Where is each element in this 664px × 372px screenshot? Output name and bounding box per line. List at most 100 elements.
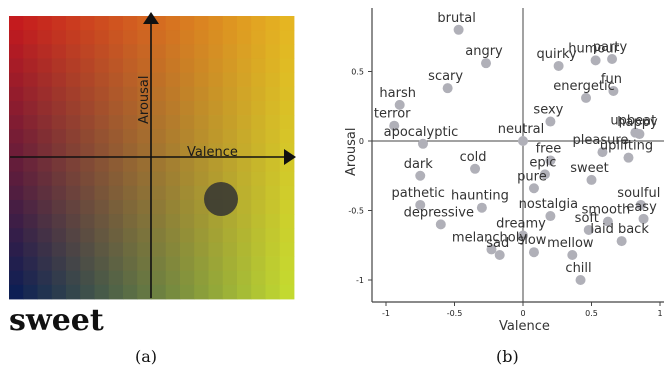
grid-cell: [151, 171, 167, 187]
grid-cell: [237, 214, 252, 229]
grid-cell: [51, 44, 67, 59]
grid-cell: [9, 185, 24, 201]
grid-cell: [108, 16, 124, 31]
grid-cell: [137, 72, 152, 88]
grid-cell: [9, 214, 24, 229]
grid-cell: [208, 100, 224, 116]
grid-cell: [237, 143, 252, 158]
grid-cell: [251, 157, 266, 173]
grid-cell: [194, 270, 209, 286]
grid-cell: [137, 100, 152, 116]
grid-cell: [94, 115, 110, 130]
data-point-label: scary: [428, 69, 463, 84]
grid-cell: [123, 199, 138, 215]
grid-cell: [237, 284, 252, 300]
data-point-label: melancholy: [452, 230, 527, 245]
grid-cell: [37, 86, 53, 102]
grid-cell: [279, 129, 295, 144]
data-point: [616, 236, 627, 247]
grid-cell: [123, 16, 138, 31]
valence-arousal-color-grid-panel: Valence Arousal sweet (a): [9, 12, 296, 366]
grid-cell: [37, 228, 53, 243]
data-point: [634, 129, 645, 140]
grid-cell: [108, 100, 124, 116]
grid-cell: [123, 30, 138, 45]
grid-cell: [222, 115, 238, 130]
grid-cell: [51, 58, 67, 73]
grid-cell: [237, 270, 252, 286]
grid-cell: [137, 185, 152, 201]
data-point: [481, 58, 492, 69]
grid-cell: [123, 214, 138, 229]
grid-cell: [151, 199, 167, 215]
data-point: [435, 219, 446, 230]
grid-cell: [279, 228, 295, 243]
grid-cell: [137, 171, 152, 187]
grid-cell: [80, 242, 95, 257]
grid-cell: [37, 214, 53, 229]
grid-cell: [208, 58, 224, 73]
grid-cell: [194, 86, 209, 102]
grid-cell: [94, 143, 110, 158]
grid-cell: [9, 228, 24, 243]
grid-cell: [265, 129, 281, 144]
grid-cell: [123, 115, 138, 130]
grid-cell: [51, 157, 67, 173]
data-point: [417, 138, 428, 149]
grid-cell: [37, 185, 53, 201]
grid-cell: [279, 284, 295, 300]
grid-cell: [137, 199, 152, 215]
grid-cell: [137, 214, 152, 229]
grid-cell: [9, 171, 24, 187]
grid-cell: [279, 199, 295, 215]
grid-cell: [37, 30, 53, 45]
grid-cell: [279, 270, 295, 286]
grid-cell: [94, 58, 110, 73]
grid-cell: [9, 44, 24, 59]
grid-cell: [265, 30, 281, 45]
y-tick-label: -1: [356, 276, 364, 285]
grid-cell: [180, 129, 195, 144]
grid-cell: [108, 115, 124, 130]
grid-cell: [237, 256, 252, 272]
grid-cell: [279, 115, 295, 130]
grid-cell: [80, 100, 95, 116]
grid-cell: [265, 199, 281, 215]
valence-axis-label: Valence: [187, 145, 238, 160]
grid-cell: [23, 44, 38, 59]
grid-cell: [165, 72, 181, 88]
data-point-label: laid back: [590, 222, 649, 237]
grid-cell: [279, 72, 295, 88]
grid-cell: [66, 270, 81, 286]
grid-cell: [66, 100, 81, 116]
grid-cell: [137, 58, 152, 73]
grid-cell: [37, 44, 53, 59]
arousal-axis-label: Arousal: [137, 76, 152, 125]
grid-cell: [165, 44, 181, 59]
grid-cell: [165, 228, 181, 243]
data-point: [415, 199, 426, 210]
grid-cell: [94, 157, 110, 173]
data-point-label: pleasure: [573, 133, 629, 148]
grid-cell: [137, 129, 152, 144]
grid-cell: [208, 157, 224, 173]
data-point-label: neutral: [498, 122, 545, 137]
grid-cell: [222, 214, 238, 229]
grid-cell: [165, 16, 181, 31]
grid-cell: [194, 58, 209, 73]
grid-cell: [237, 157, 252, 173]
grid-cell: [151, 270, 167, 286]
grid-cell: [208, 242, 224, 257]
grid-cell: [194, 115, 209, 130]
grid-cell: [222, 16, 238, 31]
grid-cell: [108, 199, 124, 215]
grid-cell: [251, 30, 266, 45]
grid-cell: [23, 256, 38, 272]
grid-cell: [123, 284, 138, 300]
grid-cell: [94, 171, 110, 187]
grid-cell: [80, 157, 95, 173]
grid-cell: [23, 284, 38, 300]
grid-cell: [251, 171, 266, 187]
grid-cell: [180, 214, 195, 229]
